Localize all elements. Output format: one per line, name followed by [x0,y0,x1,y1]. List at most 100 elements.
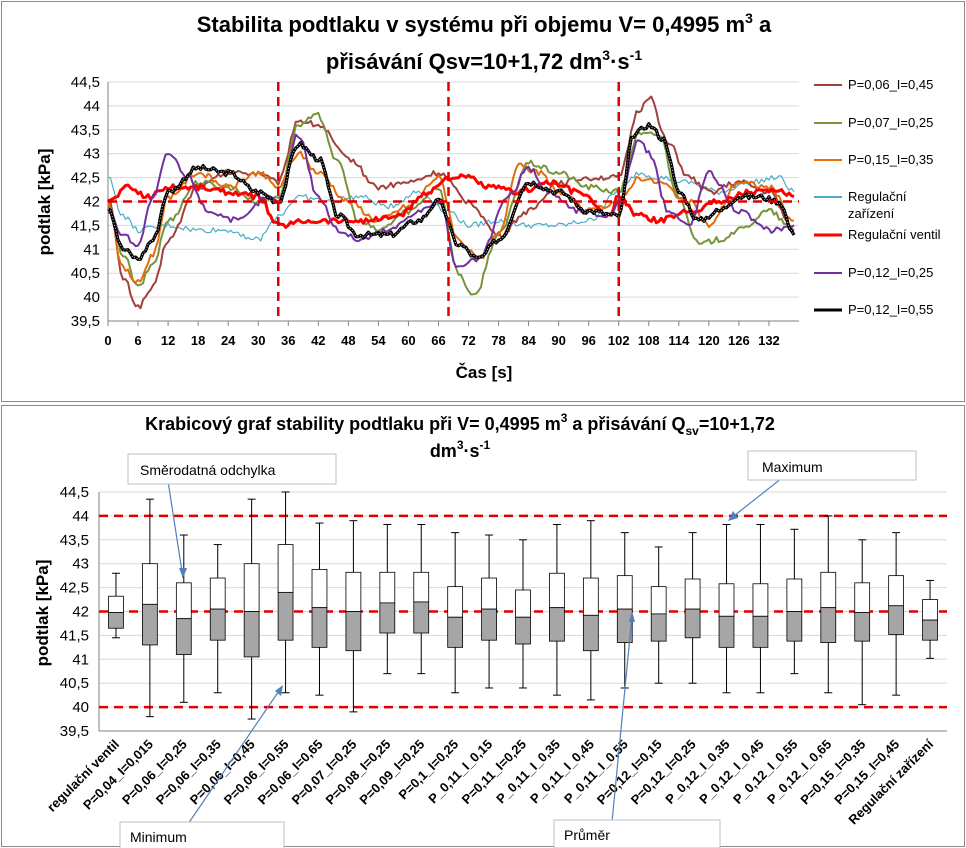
box-upper [447,586,464,618]
box-upper [345,571,362,612]
box-upper [142,563,158,605]
line-chart-x-tick-label: 54 [371,333,386,348]
legend-label-0: P=0,06_I=0,45 [848,77,933,92]
box-chart-y-tick-label: 44,5 [60,484,89,501]
box-upper [209,577,226,610]
box-lower [922,619,938,641]
box-lower [345,611,362,652]
callout-min-arrow [187,687,282,825]
line-chart-x-tick-label: 0 [104,333,111,348]
legend-label-5: P=0,12_I=0,25 [848,265,933,280]
line-chart-x-tick-label: 126 [728,333,750,348]
box-chart-category-labels: regulační ventilP=0,04_I=0,015P=0,06_I=0… [44,736,936,827]
line-chart-y-tick-label: 42,5 [71,170,100,187]
box-chart-y-tick-label: 43,5 [60,532,89,549]
box-lower [311,607,328,648]
line-chart-y-tick-label: 39,5 [71,313,100,330]
line-series-3 [107,171,795,242]
box-lower [243,611,260,658]
line-chart-x-tick-label: 36 [281,333,295,348]
line-chart-x-ticks: 0 6 12 18 24 30 36 42 48 54 60 66 72 78 84 90 96 102 108 11… [104,321,780,348]
line-chart-x-tick-label: 120 [698,333,720,348]
callout-mean-text: Průměr [564,827,610,843]
line-chart-x-tick-label: 42 [311,333,325,348]
line-chart-x-tick-label: 102 [608,333,630,348]
box-lower [786,611,803,642]
line-chart-x-tick-label: 24 [221,333,236,348]
box-chart-y-tick-label: 40 [72,699,89,716]
box-upper [311,569,328,609]
legend-label-2: P=0,15_I=0,35 [848,152,933,167]
line-chart-y-tick-label: 41 [83,241,100,258]
line-chart-y-tick-label: 42 [83,194,100,211]
line-chart-title-line2: přisávání Qsv=10+1,72 dm3·s-1 [326,47,642,74]
callout-min-arrowhead [275,685,283,696]
box-lower [481,608,497,641]
line-chart-y-tick-label: 43 [83,146,100,163]
legend-label-1: P=0,07_I=0,25 [848,115,933,130]
line-chart-x-tick-label: 72 [461,333,475,348]
box-lower [582,614,599,652]
box-upper [718,583,735,617]
box-upper [175,582,192,620]
line-chart-x-tick-label: 78 [491,333,505,348]
box-chart-boxes [108,491,938,720]
line-chart-title-line1: Stabilita podtlaku v systému při objemu … [197,10,772,37]
box-chart-y-tick-label: 41 [72,651,89,668]
line-chart-x-tick-label: 18 [191,333,205,348]
line-chart-x-tick-label: 84 [521,333,536,348]
line-chart-y-tick-label: 44,5 [71,74,100,91]
box-upper [650,586,667,615]
box-upper [786,578,803,612]
box-chart-y-tick-label: 41,5 [60,627,89,644]
line-chart-x-tick-label: 30 [251,333,265,348]
line-series-6-highlight [107,122,795,260]
callout-min-box [119,821,285,848]
box-lower [888,605,904,635]
line-chart-x-tick-label: 114 [668,333,690,348]
line-chart-panel: Stabilita podtlaku v systému při objemu … [1,1,965,402]
line-chart-x-tick-label: 66 [431,333,445,348]
box-chart-y-tick-label: 43 [72,556,89,573]
line-chart-reference-lines [108,82,799,321]
box-upper [515,589,531,618]
box-upper [379,571,396,604]
box-chart-y-tick-label: 42 [72,604,89,621]
box-upper [481,577,497,610]
box-upper [616,575,633,610]
box-lower [209,608,226,641]
box-upper [888,575,904,607]
line-chart-x-tick-label: 108 [638,333,660,348]
box-chart-title-line1: Krabicový graf stability podtlaku při V=… [145,411,775,438]
line-series-5 [107,133,795,268]
line-chart-x-tick-label: 12 [161,333,175,348]
box-chart: Krabicový graf stability podtlaku při V=… [33,411,947,848]
line-series-2 [107,150,794,284]
line-chart-y-axis-label: podtlak [kPa] [35,149,54,256]
box-lower [175,618,192,655]
line-chart-x-tick-label: 132 [758,333,780,348]
callout-mean-box [553,819,721,848]
box-upper [752,583,769,617]
line-series-1 [107,111,795,296]
box-lower [549,607,565,642]
callout-std-box [127,453,337,485]
box-upper [684,578,701,610]
box-chart-title-line2: dm3·s-1 [430,438,491,461]
line-chart-x-axis-label: Čas [s] [456,363,513,382]
legend-label-6: P=0,12_I=0,55 [848,302,933,317]
box-upper [922,599,938,621]
box-chart-y-tick-label: 44 [72,508,89,525]
box-lower [650,613,667,642]
box-upper [277,544,294,593]
line-chart-y-tick-label: 43,5 [71,122,100,139]
legend-label-3: Regulační zařízení [848,189,907,221]
box-lower [108,612,124,629]
callout-std-text: Směrodatná odchylka [140,462,276,478]
callout-max-box [747,450,917,481]
box-chart-y-axis-label: podtlak [kPa] [33,560,52,667]
callout-max-arrowhead [728,511,738,521]
line-chart-y-tick-label: 40 [83,289,100,306]
line-chart-y-tick-label: 44 [83,98,100,115]
line-chart-x-tick-label: 6 [134,333,141,348]
